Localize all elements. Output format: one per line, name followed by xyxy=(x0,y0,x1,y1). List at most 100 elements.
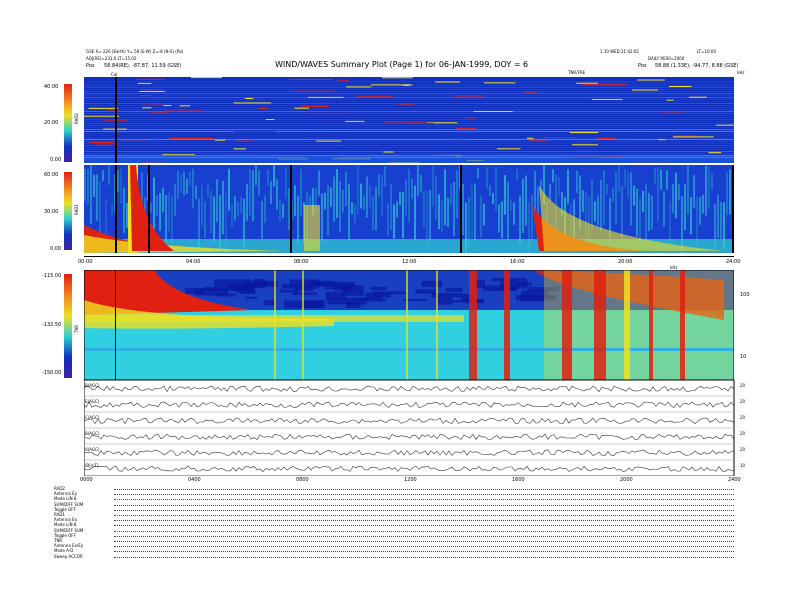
rad1-streak xyxy=(198,198,200,253)
rad1-streak xyxy=(252,170,254,222)
rad1-streak xyxy=(411,179,413,199)
trace-label: B(AGC) xyxy=(85,383,100,388)
rad2-stripe xyxy=(84,127,734,128)
rad1-streak xyxy=(495,166,497,211)
rad1-streak xyxy=(399,192,401,205)
trace-line xyxy=(84,385,735,393)
note-dotted-row xyxy=(114,525,734,527)
rad1-streak xyxy=(636,188,638,237)
tnr-dark-patch xyxy=(436,296,453,305)
time-tick-label: 04:00 xyxy=(186,259,201,265)
rad1-streak xyxy=(447,197,449,227)
tnr-dark-patch xyxy=(327,297,367,305)
page-corner-unit: kHz xyxy=(737,70,745,75)
rad1-streak xyxy=(375,186,377,231)
rad1-streak xyxy=(282,203,284,218)
tnr-dark-patch xyxy=(460,293,475,302)
bottom-time-tick-label: 1200 xyxy=(404,477,417,483)
rad2-speck xyxy=(163,105,172,106)
cal-marker-line xyxy=(115,77,117,163)
rad1-streak xyxy=(93,174,95,197)
tnr-dark-patch xyxy=(231,287,249,292)
tnr-dark-patch xyxy=(520,290,549,297)
rad1-streak xyxy=(108,165,110,185)
time-tick-label: 24:00 xyxy=(726,259,741,265)
rad1-colorbar xyxy=(64,172,72,250)
time-axis-line xyxy=(84,256,734,257)
rad1-streak xyxy=(720,202,722,240)
tnr-dark-patch xyxy=(342,290,364,296)
tnr-spectrogram xyxy=(84,270,734,380)
rad1-streak xyxy=(222,180,224,235)
rad1-streak xyxy=(621,185,623,245)
rad1-streak xyxy=(534,170,536,210)
rad2-speck xyxy=(576,82,598,84)
rad1-streak xyxy=(345,171,347,207)
rad1-streak xyxy=(510,199,512,211)
rad1-streak xyxy=(561,192,563,216)
rad2-speck xyxy=(337,79,349,81)
rad1-streak xyxy=(465,202,467,253)
time-tick-label: 20:00 xyxy=(618,259,633,265)
rad2-speck xyxy=(333,145,347,146)
rad1-streak xyxy=(660,169,662,190)
rad1-tick-top: 60.00 xyxy=(44,172,59,178)
rad1-streak xyxy=(363,195,365,210)
rad1-streak xyxy=(99,180,101,233)
rad2-speck xyxy=(454,95,484,97)
header-right-pos-label: Pos xyxy=(638,63,647,69)
tnr-dark-patch xyxy=(483,285,517,291)
rad2-stripe xyxy=(84,87,734,88)
rad2-speck xyxy=(164,110,204,112)
rad2-speck xyxy=(300,105,330,107)
rad2-speck xyxy=(397,103,414,105)
rad1-streak xyxy=(102,170,104,181)
rad1-streak xyxy=(585,191,587,238)
rad1-burst-type3-core xyxy=(130,165,174,251)
rad1-streak xyxy=(96,174,98,221)
tnr-dark-patch xyxy=(214,279,251,288)
rad1-streak xyxy=(594,201,596,222)
rad1-streak xyxy=(708,166,710,209)
tnr-dark-patch xyxy=(323,286,353,290)
rad1-streak xyxy=(168,192,170,233)
rad2-axis-label: RAD2 xyxy=(74,113,79,124)
rad2-speck xyxy=(473,111,513,112)
rad1-streak xyxy=(549,183,551,202)
rad1-streak xyxy=(432,166,434,207)
rad1-streak xyxy=(654,168,656,184)
rad1-gap-line xyxy=(290,165,292,253)
tnr-right-tick-100: 100 xyxy=(740,292,750,298)
note-line: TNR xyxy=(54,538,63,543)
trace-right-tick: 10 xyxy=(740,463,746,468)
rad2-speck xyxy=(292,90,336,92)
rad1-streak xyxy=(675,172,677,219)
rad2-speck xyxy=(345,120,365,122)
rad2-stripe xyxy=(84,93,734,94)
rad1-streak xyxy=(243,198,245,250)
rad1-streak xyxy=(414,185,416,241)
rad1-streak xyxy=(522,179,524,233)
rad2-speck xyxy=(141,103,165,105)
rad1-streak xyxy=(453,182,455,236)
rad1-streak xyxy=(669,202,671,246)
trace-label: A(AGC) xyxy=(85,447,100,452)
rad1-streak xyxy=(387,203,389,236)
rad2-tick-bottom: 0.00 xyxy=(50,157,62,163)
tnr-late-region xyxy=(544,270,734,380)
rad2-speck xyxy=(162,154,195,156)
rad1-streak xyxy=(297,195,299,246)
center-small-label: TNR/FRE xyxy=(568,70,586,75)
rad1-streak xyxy=(177,170,179,199)
rad1-streak xyxy=(264,195,266,223)
cal-marker-label: Cal xyxy=(111,72,118,77)
note-dotted-row xyxy=(114,515,734,516)
rad2-colorbar xyxy=(64,84,72,162)
note-dotted-row xyxy=(114,509,734,511)
tnr-vertical-burst xyxy=(624,270,630,380)
tnr-dark-patch xyxy=(500,280,528,289)
rad2-stripe xyxy=(84,139,734,140)
rad1-streak xyxy=(618,165,620,193)
tnr-vertical-burst xyxy=(680,270,685,380)
rad2-stripe xyxy=(84,99,734,100)
